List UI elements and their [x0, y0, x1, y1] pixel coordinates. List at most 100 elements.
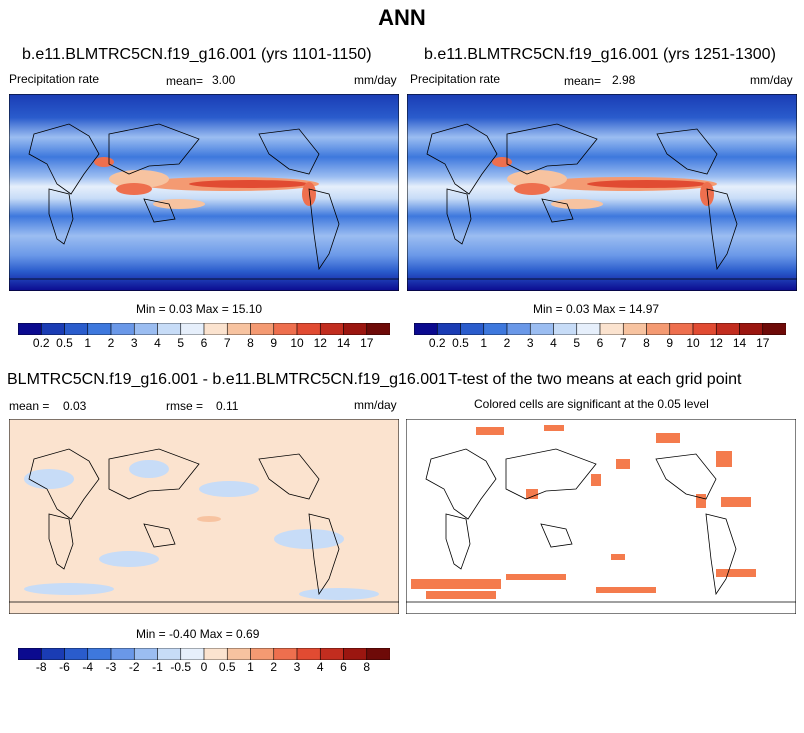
difference-colorbar-tick-label: -6 [59, 660, 70, 674]
precip-colorbar-2-swatch [669, 323, 694, 335]
precip-colorbar-2-swatch [762, 323, 786, 335]
panel1-minmax: Min = 0.03 Max = 15.10 [136, 302, 263, 316]
panel1-units: mm/day [354, 73, 397, 87]
precip-colorbar-2-swatch [599, 323, 624, 335]
precip-colorbar-1-tick-label: 0.2 [32, 336, 50, 350]
difference-colorbar-swatch [343, 648, 368, 660]
precip-colorbar-2-swatch [506, 323, 531, 335]
precip-colorbar-1-tick-label: 12 [313, 336, 327, 350]
precip-colorbar-2-tick-label: 5 [573, 336, 581, 350]
panel3-rmse-label: rmse = [166, 399, 204, 413]
panel3-title: BLMTRC5CN.f19_g16.001 - b.e11.BLMTRC5CN.… [7, 371, 447, 388]
precip-colorbar-2-tick-label: 7 [619, 336, 627, 350]
difference-colorbar-swatch [110, 648, 135, 660]
precip-colorbar-1-tick-label: 17 [360, 336, 374, 350]
precip-colorbar-2-swatch [553, 323, 578, 335]
precip-colorbar-2-swatch [483, 323, 508, 335]
panel4-title: T-test of the two means at each grid poi… [448, 371, 742, 388]
precip-colorbar-1-tick-label: 10 [290, 336, 304, 350]
panel1-mean-label: mean= [166, 74, 204, 88]
precip-colorbar-2-tick-label: 10 [686, 336, 700, 350]
difference-colorbar-tick-label: -2 [128, 660, 140, 674]
precip-colorbar-1-swatch [343, 323, 368, 335]
precip-colorbar-2-swatch [414, 323, 438, 335]
panel1-variable-label: Precipitation rate [9, 72, 100, 86]
precip-colorbar-2-tick-label: 14 [732, 336, 747, 350]
difference-map [9, 419, 399, 614]
difference-colorbar-tick-label: 0 [200, 660, 208, 674]
difference-colorbar-swatch [18, 648, 42, 660]
difference-colorbar [18, 648, 390, 660]
panel2-mean-label: mean= [564, 74, 602, 88]
precip-colorbar-1-tick-label: 7 [223, 336, 231, 350]
precip-colorbar-1-swatch [64, 323, 89, 335]
precip-colorbar-2-tick-label: 2 [503, 336, 511, 350]
precip-colorbar-2-tick-label: 3 [526, 336, 534, 350]
precip-colorbar-1-swatch [87, 323, 112, 335]
panel2-units: mm/day [750, 73, 793, 87]
difference-colorbar-swatch [180, 648, 205, 660]
panel3-minmax: Min = -0.40 Max = 0.69 [136, 627, 260, 641]
precip-colorbar-2-tick-label: 0.5 [452, 336, 469, 350]
precip-colorbar-2-tick-label: 17 [756, 336, 770, 350]
difference-colorbar-swatch [157, 648, 182, 660]
difference-colorbar-swatch [366, 648, 390, 660]
precip-colorbar-1-swatch [319, 323, 345, 335]
precip-colorbar-2-tick-label: 12 [709, 336, 723, 350]
precip-colorbar-2-ticks: 0.2 0.5 1 2 3 4 5 6 7 8 9 10 12 14 17 [414, 336, 786, 352]
panel4-subtitle: Colored cells are significant at the 0.0… [474, 397, 709, 411]
precip-colorbar-2-tick-label: 1 [480, 336, 488, 350]
difference-colorbar-tick-label: 2 [270, 660, 278, 674]
difference-colorbar-tick-label: -3 [105, 660, 117, 674]
precip-colorbar-1-swatch [110, 323, 135, 335]
difference-colorbar-swatch [64, 648, 89, 660]
difference-colorbar-tick-label: -4 [82, 660, 94, 674]
panel3-units: mm/day [354, 398, 397, 412]
difference-colorbar-tick-label: -0.5 [170, 660, 192, 674]
precip-colorbar-1-swatch [133, 323, 159, 335]
precip-colorbar-1-tick-label: 1 [84, 336, 92, 350]
difference-colorbar-swatch [40, 648, 66, 660]
panel2-mean-value: 2.98 [612, 73, 636, 87]
precip-colorbar-1-tick-label: 3 [130, 336, 138, 350]
difference-colorbar-tick-label: 0.5 [218, 660, 236, 674]
panel1-mean-value: 3.00 [212, 73, 236, 87]
precip-colorbar-2-swatch [622, 323, 648, 335]
precip-map-1 [9, 94, 399, 291]
difference-colorbar-swatch [319, 648, 345, 660]
precip-colorbar-2-swatch [460, 323, 485, 335]
precip-colorbar-1-swatch [296, 323, 321, 335]
difference-colorbar-tick-label: 3 [293, 660, 301, 674]
precip-colorbar-1-swatch [203, 323, 228, 335]
difference-colorbar-tick-label: 6 [340, 660, 347, 674]
precip-map-2 [407, 94, 797, 291]
precip-colorbar-2-swatch [529, 323, 555, 335]
difference-colorbar-swatch [273, 648, 298, 660]
precip-colorbar-1-swatch [226, 323, 252, 335]
difference-colorbar-tick-label: -1 [152, 660, 163, 674]
precip-colorbar-2-tick-label: 0.2 [428, 336, 446, 350]
precip-colorbar-2-swatch [739, 323, 764, 335]
precip-colorbar-1-tick-label: 14 [336, 336, 351, 350]
precip-colorbar-2-swatch [692, 323, 717, 335]
panel3-rmse-value: 0.11 [216, 399, 239, 413]
precip-colorbar-2-swatch [715, 323, 741, 335]
precip-colorbar-2-tick-label: 8 [643, 336, 650, 350]
precip-colorbar-2-swatch [646, 323, 671, 335]
precip-colorbar-2-swatch [576, 323, 601, 335]
precip-colorbar-1-tick-label: 0.5 [56, 336, 73, 350]
figure-title: ANN [378, 5, 426, 30]
difference-colorbar-swatch [226, 648, 252, 660]
difference-colorbar-swatch [203, 648, 228, 660]
difference-colorbar-tick-label: 8 [363, 660, 371, 674]
precip-colorbar-2 [414, 323, 786, 335]
precip-colorbar-2-tick-label: 4 [550, 336, 557, 350]
precip-colorbar-1-swatch [273, 323, 298, 335]
panel2-minmax: Min = 0.03 Max = 14.97 [533, 302, 660, 316]
difference-colorbar-tick-label: -8 [35, 660, 47, 674]
precip-colorbar-1-tick-label: 9 [270, 336, 278, 350]
precip-colorbar-1-swatch [180, 323, 205, 335]
precip-colorbar-1-swatch [18, 323, 42, 335]
difference-colorbar-swatch [87, 648, 112, 660]
difference-colorbar-tick-label: 1 [247, 660, 254, 674]
